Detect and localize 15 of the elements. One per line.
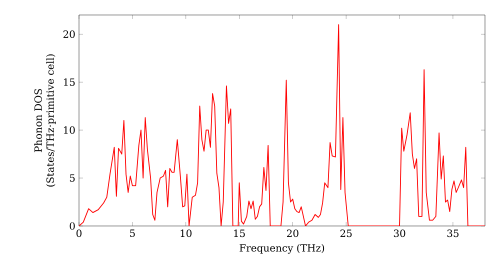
y-tick-label: 15 xyxy=(64,78,75,86)
x-tick-label: 10 xyxy=(180,230,192,238)
x-tick-label: 20 xyxy=(287,230,298,238)
x-tick-label: 0 xyxy=(76,230,82,238)
x-tick-label: 5 xyxy=(130,230,135,237)
x-tick-label: 30 xyxy=(394,230,406,238)
y-tick-label: 0 xyxy=(70,222,75,230)
y-tick-label: 5 xyxy=(70,174,75,182)
x-axis-title: Frequency (THz) xyxy=(240,244,324,254)
x-tick-label: 15 xyxy=(234,230,245,238)
x-tick-label: 35 xyxy=(447,230,459,238)
y-tick-label: 20 xyxy=(63,30,75,38)
y-axis-title: Phonon DOS (States/THz·primitive cell) xyxy=(34,54,56,187)
y-tick-label: 10 xyxy=(64,126,75,134)
x-tick-label: 25 xyxy=(340,230,352,238)
